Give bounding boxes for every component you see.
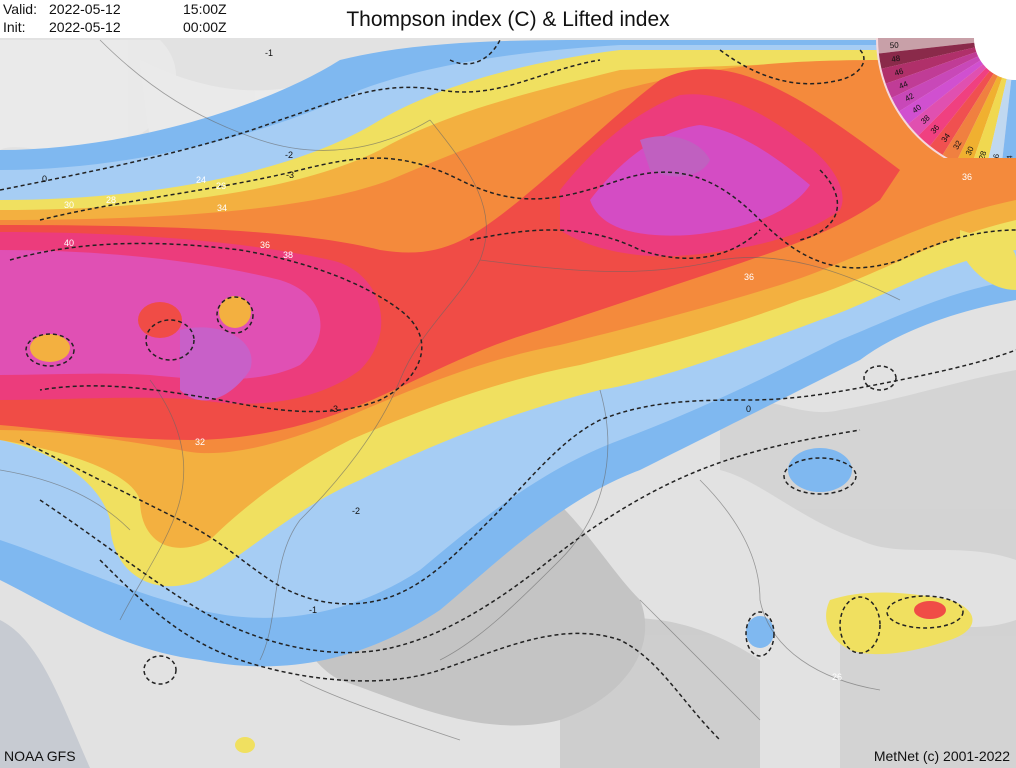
credit-label: MetNet (c) 2001-2022 [873,748,1010,764]
li-label: -1 [265,48,273,58]
hotspot-3 [219,296,251,328]
band-42-b [640,136,710,177]
init-time: 00:00Z [183,19,227,35]
cell-east-edge [960,230,1016,290]
legend-value: 46 [893,67,905,78]
t-label: 40 [64,238,74,248]
hotspot-1 [30,334,70,362]
cell-east [788,448,852,492]
valid-date: 2022-05-12 [49,1,121,17]
t-label: 26 [216,181,226,191]
legend-sector [1002,79,1016,158]
model-label: NOAA GFS [4,748,76,764]
header-bar: Valid: 2022-05-12 15:00Z Init: 2022-05-1… [0,0,1016,38]
legend-sector [891,56,981,112]
terrain-shading [0,40,1016,768]
init-date: 2022-05-12 [49,19,121,35]
li-label: 0 [42,174,47,184]
cell-south [746,616,774,648]
legend-value: 44 [898,79,910,91]
t-label: 38 [283,250,293,260]
page-title: Thompson index (C) & Lifted index [346,8,670,31]
legend-value: 24 [1005,155,1015,158]
li-label: -1 [309,605,317,615]
cell-southwest [235,737,255,753]
cell-southeast-core [914,601,946,619]
legend-sector [929,70,994,155]
valid-label: Valid: [3,1,37,17]
legend-wheel: 5048464442403836343230282624 [876,38,1016,158]
hotspot-2 [138,302,182,338]
band-42 [180,327,252,401]
li-label: -2 [285,150,293,160]
legend-value: 28 [977,149,988,158]
t-label: 24 [196,175,206,185]
init-label: Init: [3,19,26,35]
color-legend: 5048464442403836343230282624 [876,38,1016,158]
lifted-labels: -1 -2 -3 0 -2 -1 -3 0 [42,48,751,615]
legend-sector [899,60,984,125]
t-label: 36 [744,272,754,282]
legend-sector [878,42,976,69]
legend-sector [958,75,1003,158]
legend-sector [974,77,1007,158]
t-label: 36 [260,240,270,250]
li-label: -2 [352,506,360,516]
thompson-labels: 40 30 28 24 26 34 36 38 36 32 26 36 [64,172,972,682]
t-label: 30 [64,200,74,210]
t-label: 34 [217,203,227,213]
t-label: 36 [962,172,972,182]
valid-time: 15:00Z [183,1,227,17]
t-label: 26 [832,672,842,682]
legend-sector [878,38,975,54]
legend-sector [908,64,987,136]
li-label: -3 [286,170,294,180]
li-label: -3 [330,404,338,414]
legend-value: 48 [891,54,902,64]
lifted-index-contours [0,39,1016,741]
thompson-bands [0,40,1016,753]
legend-sector [885,51,979,98]
borders [0,39,901,741]
legend-value: 50 [890,41,900,51]
t-label: 28 [106,195,116,205]
legend-value: 26 [991,153,1001,158]
legend-sector [942,73,998,158]
legend-sector [881,47,977,84]
legend-value: 30 [964,145,976,157]
legend-sector [918,67,990,146]
t-label: 32 [195,437,205,447]
li-label: 0 [746,404,751,414]
legend-sector [988,78,1012,158]
